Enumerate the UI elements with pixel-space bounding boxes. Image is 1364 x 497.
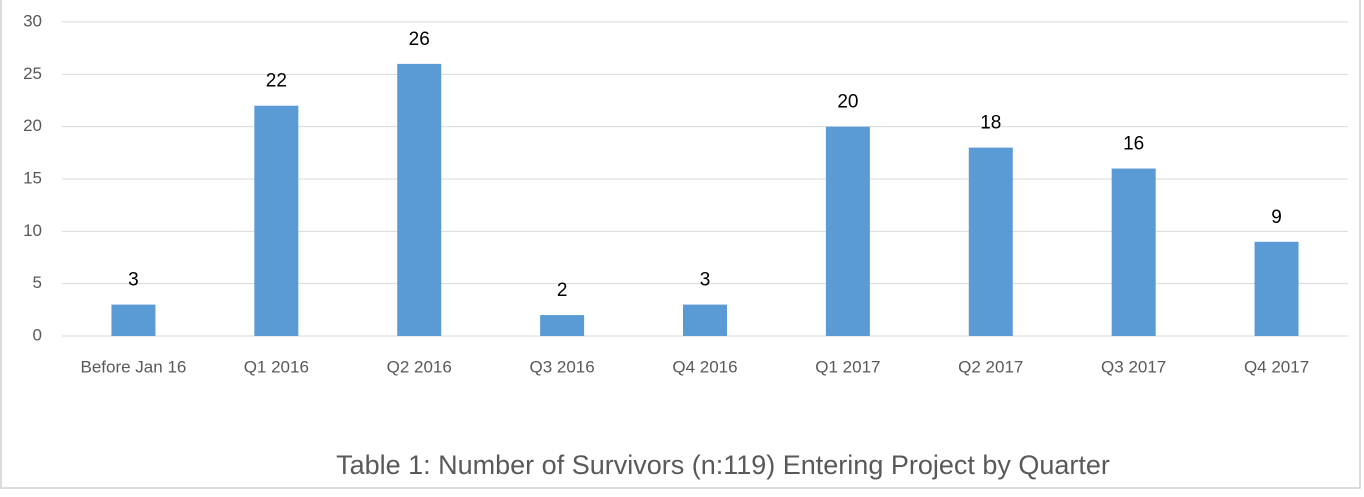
data-label: 26	[409, 29, 430, 50]
bar	[1111, 168, 1156, 336]
x-tick-label: Q3 2017	[1101, 357, 1166, 376]
data-label: 16	[1123, 134, 1144, 155]
chart-caption: Table 1: Number of Survivors (n:119) Ent…	[336, 450, 1110, 480]
bar	[254, 105, 299, 336]
x-tick-label: Q1 2016	[244, 357, 309, 376]
y-tick-label: 25	[23, 64, 42, 83]
bar	[968, 147, 1013, 336]
bar	[825, 126, 870, 337]
x-tick-label: Q4 2017	[1244, 357, 1309, 376]
data-label: 3	[700, 270, 711, 291]
bar	[1254, 241, 1299, 336]
y-tick-label: 15	[23, 168, 42, 187]
data-label: 18	[980, 113, 1001, 134]
bar	[683, 304, 727, 336]
x-tick-label: Q2 2016	[387, 357, 452, 376]
y-tick-label: 20	[23, 116, 42, 135]
bar	[540, 315, 585, 336]
y-tick-label: 0	[33, 325, 42, 344]
x-tick-label: Q2 2017	[958, 357, 1023, 376]
x-tick-label: Q4 2016	[672, 357, 737, 376]
data-label: 22	[266, 71, 287, 92]
y-tick-label: 5	[33, 273, 42, 292]
y-tick-label: 10	[23, 221, 42, 240]
data-label: 20	[837, 92, 858, 113]
bar	[111, 304, 156, 336]
data-label: 2	[557, 280, 568, 301]
y-tick-label: 30	[23, 11, 42, 30]
bar	[397, 63, 442, 336]
x-tick-label: Before Jan 16	[81, 357, 187, 376]
data-label: 3	[128, 270, 139, 291]
data-label: 9	[1271, 207, 1282, 228]
x-tick-label: Q1 2017	[815, 357, 880, 376]
x-tick-label: Q3 2016	[529, 357, 594, 376]
